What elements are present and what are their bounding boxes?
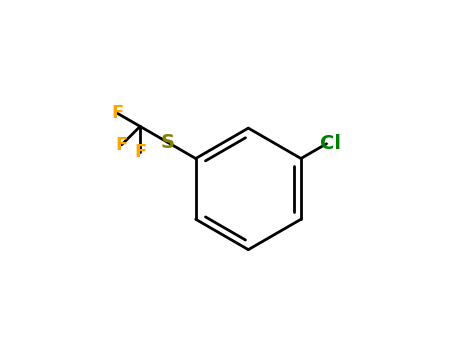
Text: F: F	[111, 104, 124, 122]
Text: Cl: Cl	[320, 134, 341, 153]
Text: F: F	[116, 136, 128, 154]
Text: S: S	[160, 133, 174, 152]
Text: F: F	[134, 144, 146, 161]
